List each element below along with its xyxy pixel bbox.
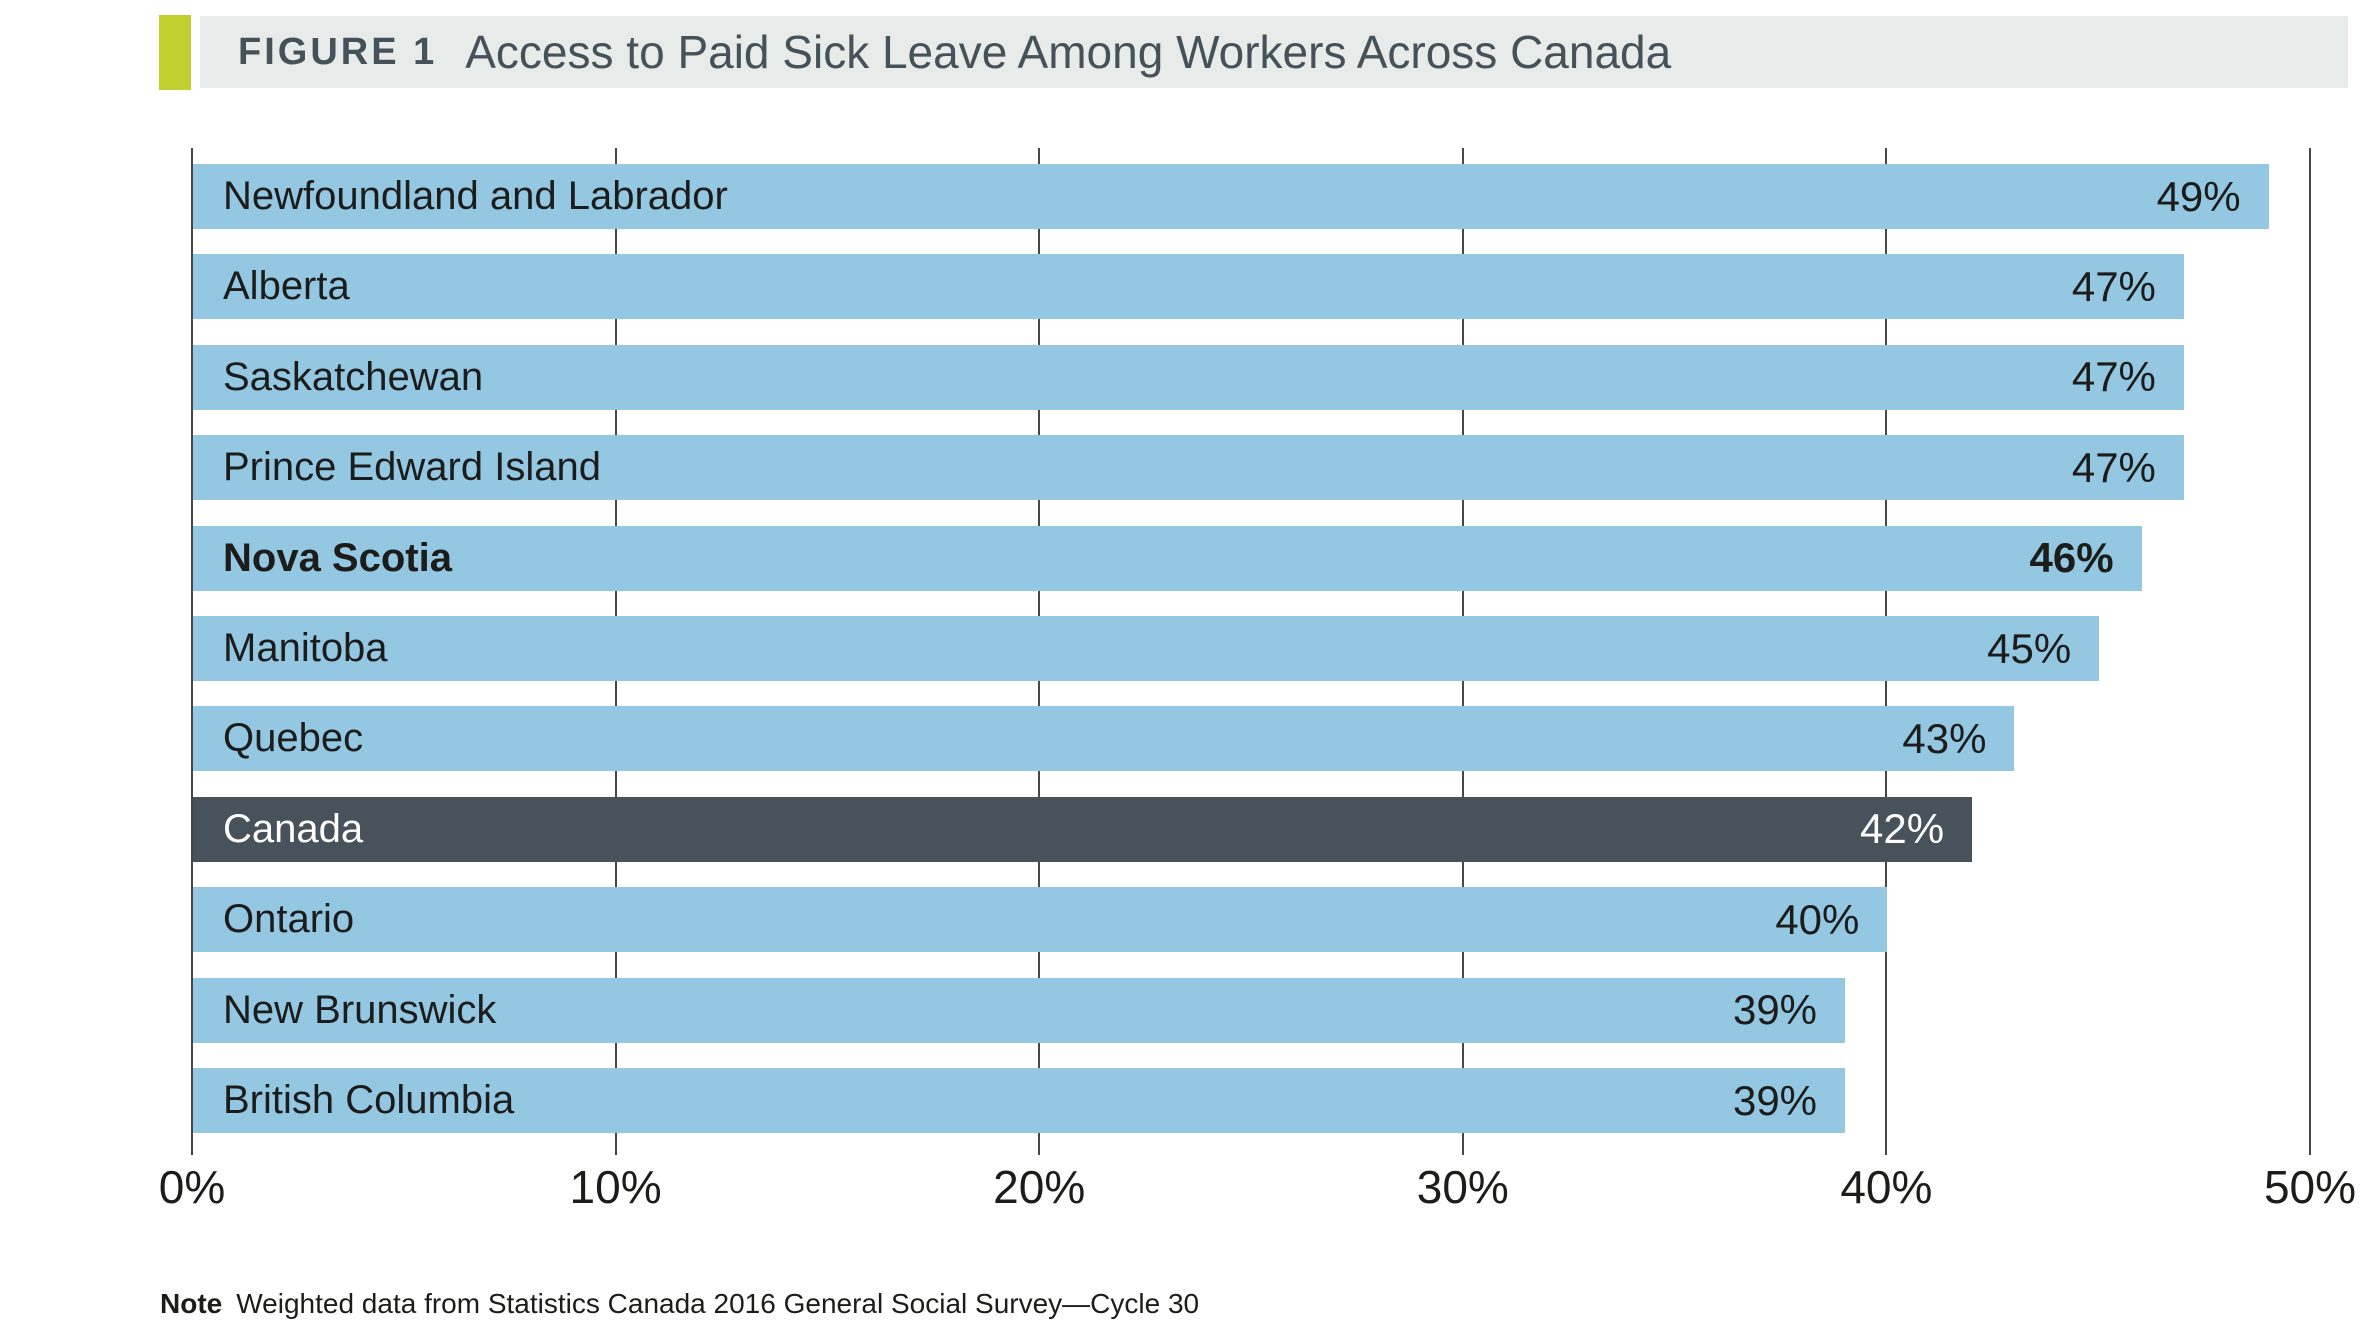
bar-category-label: Nova Scotia — [223, 535, 452, 580]
accent-stripe — [159, 15, 191, 90]
bar-category-label: Alberta — [223, 264, 350, 309]
bar-row: Quebec 43% — [193, 706, 2015, 772]
x-axis-tick-label: 20% — [993, 1161, 1086, 1213]
bar-row: British Columbia 39% — [193, 1068, 1846, 1133]
bar-value-label: 49% — [2156, 172, 2241, 220]
x-axis-tick-label: 30% — [1416, 1161, 1509, 1213]
bar-value-label: 45% — [1987, 624, 2072, 672]
bar-category-label: Manitoba — [223, 626, 388, 670]
x-axis-tick-label: 40% — [1840, 1161, 1933, 1213]
gridline — [2309, 148, 2311, 1155]
bar-row: Prince Edward Island 47% — [193, 435, 2184, 501]
x-axis-tick-label: 0% — [158, 1161, 226, 1213]
bar-value-label: 47% — [2071, 443, 2156, 491]
bar-category-label: Newfoundland and Labrador — [223, 174, 728, 218]
bar-category-label: Canada — [223, 806, 364, 851]
chart-area: 0% 10% 20% 30% 40% 50% Newfoundland and Labrad… — [159, 148, 2356, 1213]
bar-category-label: Ontario — [223, 897, 355, 942]
bar-category-label: British Columbia — [223, 1078, 515, 1122]
note-label: Note — [160, 1288, 223, 1319]
bar-row: Alberta 47% — [193, 254, 2184, 320]
note-text: Weighted data from Statistics Canada 201… — [236, 1288, 1200, 1319]
bar-row: Ontario 40% — [193, 887, 1888, 953]
bar-category-label: Saskatchewan — [223, 354, 484, 399]
x-axis-tick-label: 10% — [569, 1161, 662, 1213]
bar-value-label: 47% — [2071, 353, 2156, 401]
figure-number-label: FIGURE 1 — [238, 30, 438, 73]
bar-category-label: Quebec — [223, 716, 364, 761]
bar-row: Saskatchewan 47% — [193, 344, 2184, 410]
figure-header: FIGURE 1 Access to Paid Sick Leave Among… — [200, 16, 2348, 88]
figure-title: Access to Paid Sick Leave Among Workers … — [465, 26, 1672, 78]
bar-value-label: 39% — [1732, 986, 1818, 1034]
bar-row: Nova Scotia 46% — [193, 525, 2142, 591]
bar-value-label: 42% — [1860, 805, 1945, 853]
bar-row: Newfoundland and Labrador 49% — [193, 164, 2269, 229]
bar-row: Manitoba 45% — [193, 616, 2100, 681]
bar-row: Canada 42% — [193, 796, 1973, 862]
bar-value-label: 39% — [1732, 1076, 1818, 1124]
bar-row: New Brunswick 39% — [193, 977, 1846, 1043]
bar-category-label: Prince Edward Island — [223, 445, 601, 490]
bar-value-label: 40% — [1775, 895, 1860, 943]
bar-value-label: 43% — [1902, 714, 1987, 762]
source-note: Note Weighted data from Statistics Canada… — [160, 1288, 1199, 1320]
bar-value-label: 46% — [2029, 534, 2114, 582]
bar-category-label: New Brunswick — [223, 987, 497, 1032]
x-axis-tick-label: 50% — [2263, 1161, 2357, 1213]
gridline — [191, 148, 193, 1155]
bar-value-label: 47% — [2071, 262, 2156, 310]
